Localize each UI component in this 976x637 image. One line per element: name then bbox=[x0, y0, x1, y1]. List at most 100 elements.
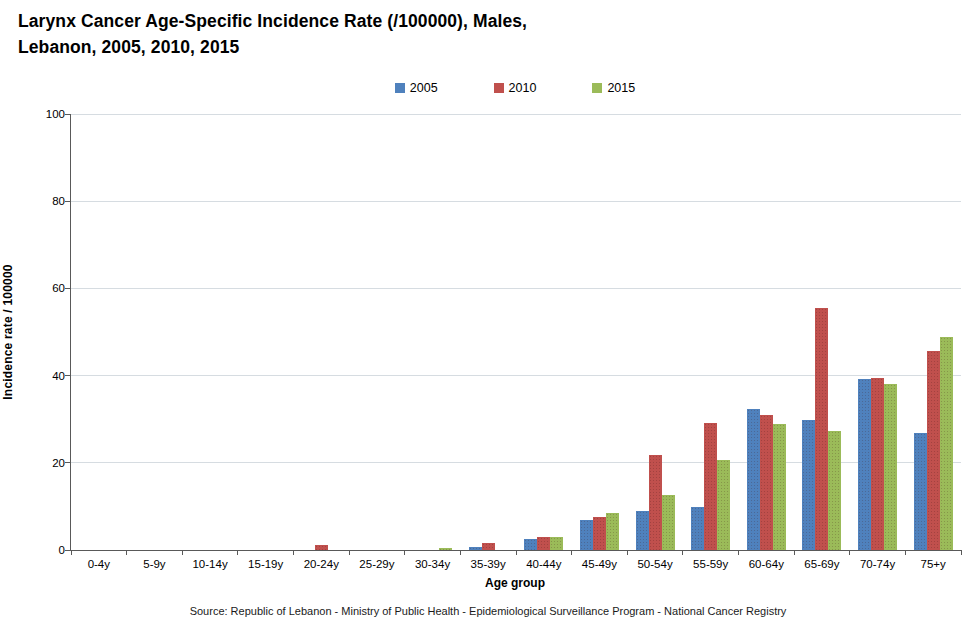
chart-page: Larynx Cancer Age-Specific Incidence Rat… bbox=[0, 0, 976, 637]
bar-group-5-9y bbox=[127, 114, 183, 550]
legend-swatch-icon bbox=[592, 83, 602, 93]
x-category-label-10-14y: 10-14y bbox=[182, 558, 238, 570]
y-axis-title: Incidence rate / 100000 bbox=[1, 182, 15, 482]
bar-2010-75+y bbox=[927, 351, 940, 550]
y-tick-label: 40 bbox=[25, 370, 65, 382]
bar-2005-75+y bbox=[914, 433, 927, 550]
legend-item-2010: 2010 bbox=[494, 81, 537, 95]
bar-2005-60-64y bbox=[747, 409, 760, 550]
x-category-label-50-54y: 50-54y bbox=[627, 558, 683, 570]
x-category-label-45-49y: 45-49y bbox=[572, 558, 628, 570]
bar-2010-35-39y bbox=[482, 543, 495, 550]
bar-2015-30-34y bbox=[439, 548, 452, 550]
x-tick-mark bbox=[71, 550, 72, 555]
x-tick-mark bbox=[237, 550, 238, 555]
x-tick-mark bbox=[627, 550, 628, 555]
bar-2010-50-54y bbox=[649, 455, 662, 550]
bar-group-15-19y bbox=[238, 114, 294, 550]
y-tick-label: 20 bbox=[25, 457, 65, 469]
bar-2015-55-59y bbox=[717, 460, 730, 550]
bar-group-0-4y bbox=[71, 114, 127, 550]
bar-group-65-69y bbox=[794, 114, 850, 550]
x-tick-mark bbox=[349, 550, 350, 555]
legend-item-2015: 2015 bbox=[592, 81, 635, 95]
x-category-label-40-44y: 40-44y bbox=[516, 558, 572, 570]
bar-group-60-64y bbox=[739, 114, 795, 550]
bar-2010-20-24y bbox=[315, 545, 328, 550]
x-category-label-65-69y: 65-69y bbox=[794, 558, 850, 570]
chart-title-line2: Lebanon, 2005, 2010, 2015 bbox=[18, 34, 527, 60]
bar-group-10-14y bbox=[182, 114, 238, 550]
bar-2015-65-69y bbox=[828, 431, 841, 550]
bar-2010-45-49y bbox=[593, 517, 606, 550]
bar-group-70-74y bbox=[850, 114, 906, 550]
x-tick-mark bbox=[404, 550, 405, 555]
x-category-label-25-29y: 25-29y bbox=[349, 558, 405, 570]
bar-2005-35-39y bbox=[469, 547, 482, 550]
bar-2010-70-74y bbox=[871, 378, 884, 550]
x-tick-mark bbox=[905, 550, 906, 555]
x-tick-mark bbox=[794, 550, 795, 555]
bar-group-30-34y bbox=[405, 114, 461, 550]
bar-group-20-24y bbox=[294, 114, 350, 550]
x-tick-mark bbox=[571, 550, 572, 555]
legend-label: 2005 bbox=[410, 81, 438, 95]
bar-group-50-54y bbox=[627, 114, 683, 550]
legend-swatch-icon bbox=[494, 83, 504, 93]
bar-2005-55-59y bbox=[691, 507, 704, 550]
x-tick-mark bbox=[126, 550, 127, 555]
bar-2005-65-69y bbox=[802, 420, 815, 550]
bar-group-25-29y bbox=[349, 114, 405, 550]
x-tick-mark bbox=[293, 550, 294, 555]
bar-2010-40-44y bbox=[537, 537, 550, 550]
bar-group-40-44y bbox=[516, 114, 572, 550]
legend-swatch-icon bbox=[395, 83, 405, 93]
x-category-label-15-19y: 15-19y bbox=[238, 558, 294, 570]
x-tick-mark bbox=[516, 550, 517, 555]
y-tick-label: 60 bbox=[25, 282, 65, 294]
bar-2010-60-64y bbox=[760, 415, 773, 550]
x-category-label-55-59y: 55-59y bbox=[683, 558, 739, 570]
bar-2005-40-44y bbox=[524, 539, 537, 550]
x-category-label-35-39y: 35-39y bbox=[460, 558, 516, 570]
y-tick-label: 100 bbox=[25, 108, 65, 120]
y-tick-label: 80 bbox=[25, 195, 65, 207]
y-tick-label: 0 bbox=[25, 544, 65, 556]
x-category-label-20-24y: 20-24y bbox=[294, 558, 350, 570]
bar-2005-50-54y bbox=[636, 511, 649, 550]
legend-label: 2015 bbox=[607, 81, 635, 95]
plot-area: 0204060801000-4y5-9y10-14y15-19y20-24y25… bbox=[70, 114, 961, 551]
x-category-label-5-9y: 5-9y bbox=[127, 558, 183, 570]
x-category-label-30-34y: 30-34y bbox=[405, 558, 461, 570]
bar-2015-45-49y bbox=[606, 513, 619, 550]
bar-2015-40-44y bbox=[550, 537, 563, 550]
bar-2005-70-74y bbox=[858, 379, 871, 550]
bar-2015-60-64y bbox=[773, 424, 786, 550]
bar-group-75+y bbox=[905, 114, 961, 550]
x-tick-mark bbox=[460, 550, 461, 555]
legend-item-2005: 2005 bbox=[395, 81, 438, 95]
legend-label: 2010 bbox=[509, 81, 537, 95]
bar-2005-45-49y bbox=[580, 520, 593, 550]
x-tick-mark bbox=[682, 550, 683, 555]
chart-title-line1: Larynx Cancer Age-Specific Incidence Rat… bbox=[18, 8, 527, 34]
bar-group-45-49y bbox=[572, 114, 628, 550]
x-axis-title: Age group bbox=[70, 576, 960, 590]
x-category-label-0-4y: 0-4y bbox=[71, 558, 127, 570]
bar-group-35-39y bbox=[460, 114, 516, 550]
bar-2010-65-69y bbox=[815, 308, 828, 550]
bar-group-55-59y bbox=[683, 114, 739, 550]
bar-2015-75+y bbox=[940, 337, 953, 550]
x-category-label-60-64y: 60-64y bbox=[739, 558, 795, 570]
bar-2010-55-59y bbox=[704, 423, 717, 550]
source-note: Source: Republic of Lebanon - Ministry o… bbox=[0, 605, 976, 617]
x-tick-mark bbox=[961, 550, 962, 555]
x-category-label-75+y: 75+y bbox=[905, 558, 961, 570]
legend: 2005 2010 2015 bbox=[70, 81, 960, 95]
bar-2015-50-54y bbox=[662, 495, 675, 550]
chart-title: Larynx Cancer Age-Specific Incidence Rat… bbox=[18, 8, 527, 60]
x-tick-mark bbox=[738, 550, 739, 555]
x-tick-mark bbox=[849, 550, 850, 555]
x-category-label-70-74y: 70-74y bbox=[850, 558, 906, 570]
bar-2015-70-74y bbox=[884, 384, 897, 550]
